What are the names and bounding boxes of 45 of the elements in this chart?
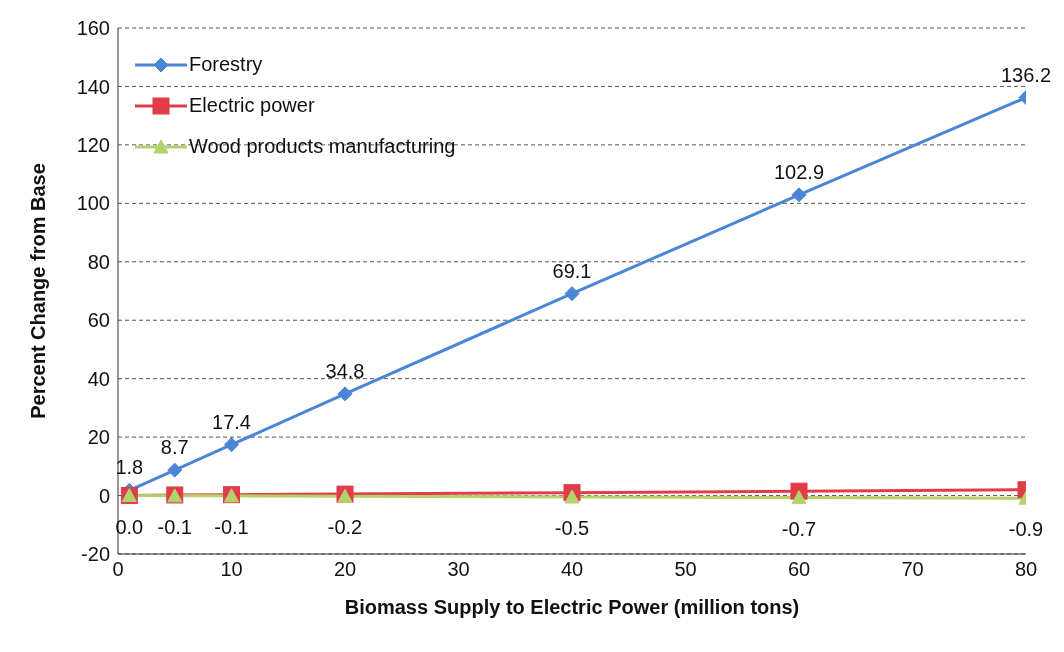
x-tick-label: 20 [333,558,357,581]
data-label: -0.2 [327,516,363,539]
y-tick-label: 20 [87,426,110,449]
legend-label: Forestry [189,53,263,76]
x-tick-label: 50 [674,558,697,581]
data-label: -0.1 [157,515,192,538]
data-label: 1.8 [115,456,144,479]
legend-label: Wood products manufacturing [189,135,456,158]
y-tick-label: 0 [98,484,110,507]
y-axis-title: Percent Change from Base [27,163,50,419]
data-label: 0.0 [115,515,144,538]
point [791,490,807,505]
data-label: -0.1 [214,515,249,538]
data-label: -0.5 [554,517,590,540]
x-tick-label: 80 [1014,558,1038,581]
point [167,462,183,478]
x-tick-label: 30 [447,558,470,581]
y-tick-label: 160 [76,17,110,40]
y-tick-label: 60 [87,309,110,332]
data-label: 69.1 [552,259,592,282]
y-tick-label: -20 [81,543,110,566]
data-label: 17.4 [212,410,251,433]
x-tick-label: 60 [787,558,811,581]
y-tick-label: 80 [87,250,110,273]
y-tick-label: 100 [76,192,110,215]
point [224,437,239,453]
data-label: 102.9 [773,160,825,183]
point [337,386,353,402]
data-label: 8.7 [160,436,189,459]
x-axis-title: Biomass Supply to Electric Power (million tons) [344,596,800,618]
point [564,286,580,302]
y-tick-label: 120 [76,133,110,156]
point [791,187,807,203]
data-label: 34.8 [325,359,365,382]
x-tick-label: 10 [220,558,243,581]
data-label: -0.9 [1008,518,1044,541]
data-label: 136.2 [1000,63,1052,86]
point [564,489,580,504]
x-tick-label: 70 [901,558,924,581]
x-tick-label: 40 [560,558,584,581]
legend-label: Electric power [189,94,315,117]
y-tick-label: 140 [76,75,110,98]
x-tick-label: 0 [112,558,124,581]
data-label: -0.7 [781,517,817,540]
y-tick-label: 40 [87,367,110,390]
